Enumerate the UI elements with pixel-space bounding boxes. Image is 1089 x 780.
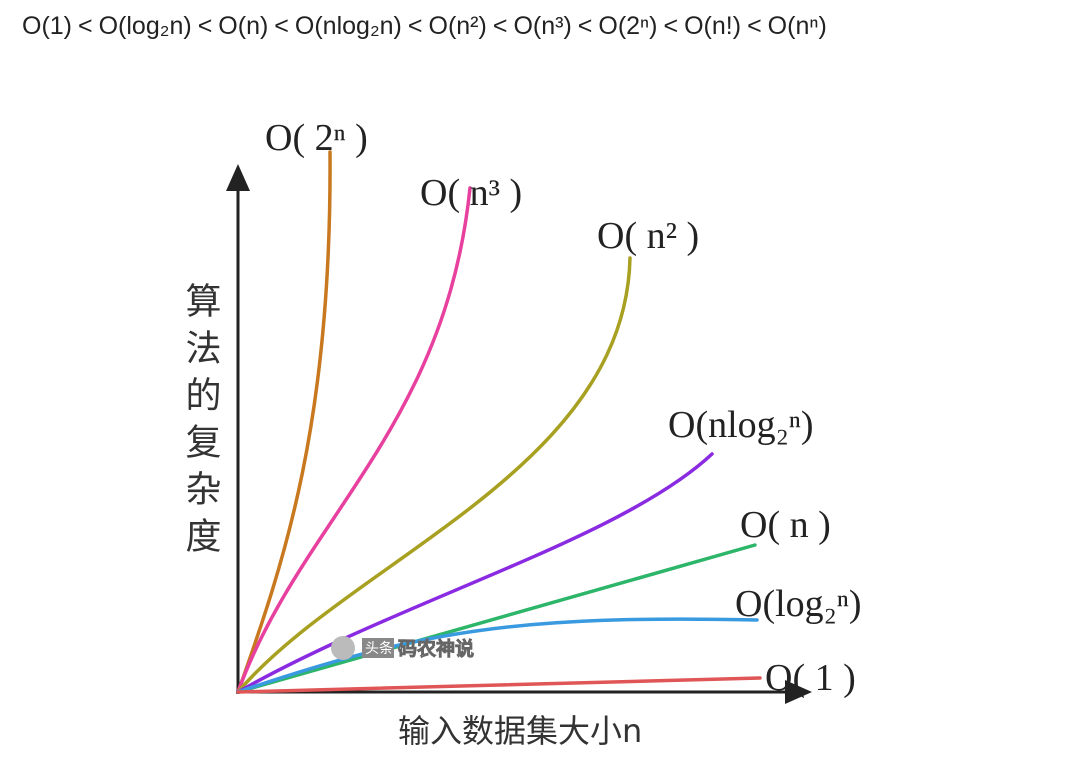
- y-axis-label: 算法的复杂度: [180, 282, 221, 564]
- complexity-term: O(n): [218, 12, 269, 40]
- curve: [236, 676, 762, 694]
- complexity-term: O(nⁿ): [767, 12, 827, 40]
- separator: <: [407, 12, 423, 40]
- curve: [236, 186, 472, 694]
- curve: [236, 150, 332, 694]
- complexity-term: O(n³): [513, 12, 572, 40]
- complexity-term: O(1): [22, 12, 72, 40]
- complexity-term: O(nlog₂n): [294, 12, 402, 40]
- curve: [236, 256, 632, 694]
- watermark-text: 码农神说: [398, 637, 474, 660]
- watermark-badge: [362, 638, 394, 658]
- curve: [236, 452, 714, 694]
- formula: O(1) < O(log₂n) < O(n) < O(nlog₂n) < O(n²) < O(n³)…: [22, 12, 833, 41]
- watermark: 头条 码农神说: [331, 636, 474, 660]
- curve: [236, 617, 759, 694]
- curve-label: O( n ): [740, 504, 831, 546]
- complexity-term: O(log₂n): [98, 12, 192, 40]
- complexity-term: O(n²): [428, 12, 487, 40]
- complexity-term: O(2ⁿ): [598, 12, 658, 40]
- curve-label: O(nlog₂ⁿ): [668, 404, 814, 446]
- separator: <: [577, 12, 593, 40]
- complexity-term: O(n!): [684, 12, 742, 40]
- watermark-icon: [331, 636, 355, 660]
- curve: [236, 543, 757, 694]
- separator: <: [197, 12, 213, 40]
- separator: <: [78, 12, 93, 40]
- watermark-text: 头条: [365, 640, 393, 656]
- curve-label: O( n³ ): [420, 172, 522, 214]
- curve-label: O( 2ⁿ ): [265, 117, 368, 159]
- separator: <: [663, 12, 679, 40]
- curve-label: O( 1 ): [765, 657, 856, 699]
- curve-label: O( n² ): [597, 215, 699, 257]
- separator: <: [274, 12, 289, 40]
- curve-label: O(log₂ⁿ): [735, 583, 862, 625]
- x-axis-label: 输入数据集大小n: [398, 712, 642, 750]
- separator: <: [747, 12, 762, 40]
- separator: <: [492, 12, 508, 40]
